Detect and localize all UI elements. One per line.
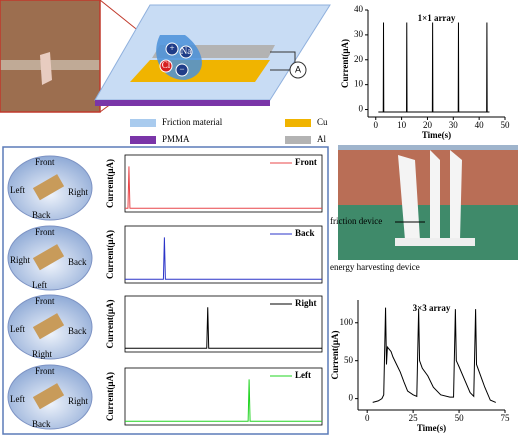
plot-frame [124, 367, 323, 426]
bowl-label: Left [10, 394, 25, 404]
bowl-label: Back [68, 326, 87, 336]
x-tick-label: 0 [365, 413, 370, 423]
y-axis-label: Current(μA) [105, 230, 115, 279]
ion-label: + [169, 43, 174, 53]
y-tick-label: 20 [354, 54, 364, 64]
bowl-label: Right [68, 396, 89, 406]
legend-label: Left [295, 370, 311, 380]
legend-label: Right [295, 298, 317, 308]
ion [159, 59, 173, 73]
y-tick-label: 0 [349, 393, 354, 403]
line [372, 307, 497, 403]
x-tick-label: 50 [501, 120, 511, 130]
y-tick-label: 30 [354, 29, 364, 39]
panel-frame [2, 146, 329, 435]
plot-frame [124, 225, 323, 284]
y-tick-label: 10 [354, 79, 364, 89]
bowl-label: Back [32, 419, 51, 429]
legend-label: Back [295, 228, 315, 238]
ion-label: Cl [162, 60, 171, 70]
bowl-label: Left [32, 280, 47, 290]
line [125, 166, 322, 209]
line [378, 22, 490, 113]
plot-frame [124, 154, 323, 213]
photo-frame [0, 0, 101, 113]
y-tick-label: 100 [340, 317, 354, 327]
ion [165, 42, 179, 56]
legend-label: Cu [317, 117, 328, 127]
y-tick-label: 50 [344, 355, 354, 365]
x-tick-label: 20 [423, 120, 433, 130]
bowl-label: Front [35, 296, 55, 306]
bowl-label: Right [68, 187, 89, 197]
x-tick-label: 10 [397, 120, 407, 130]
x-tick-label: 0 [374, 120, 379, 130]
legend-swatch [285, 136, 311, 144]
bowl-label: Left [10, 185, 25, 195]
legend-label: PMMA [162, 134, 190, 144]
bowl-label: Left [10, 324, 25, 334]
x-tick-label: 30 [449, 120, 459, 130]
bowl-label: Right [10, 255, 31, 265]
photo-building [338, 150, 518, 205]
photo-ground [338, 205, 518, 260]
ion-label: Na [181, 46, 192, 56]
x-axis-label: Time(s) [422, 130, 451, 140]
y-axis-label: Current(μA) [105, 300, 115, 349]
x-tick-label: 25 [409, 413, 419, 423]
line [125, 307, 322, 349]
y-tick-label: 40 [354, 4, 364, 14]
x-tick-label: 75 [501, 413, 511, 423]
bowl-label: Right [32, 349, 53, 359]
y-axis-label: Current(μA) [330, 331, 340, 380]
bowl-sensor [32, 244, 65, 271]
photo-label: energy harvesting device [330, 262, 420, 272]
bowl-sensor [32, 383, 65, 410]
line [125, 237, 322, 280]
chart-title: 3×3 array [413, 303, 451, 313]
bowl-label: Front [35, 157, 55, 167]
x-tick-label: 50 [455, 413, 465, 423]
wire [270, 51, 296, 71]
x-tick-label: 40 [475, 120, 485, 130]
ion-label: − [179, 64, 184, 74]
y-tick-label: 0 [359, 104, 364, 114]
legend-swatch [130, 119, 156, 127]
legend-label: Front [295, 157, 317, 167]
y-axis-label: Current(μA) [105, 159, 115, 208]
legend-swatch [285, 119, 311, 127]
legend-swatch [130, 136, 156, 144]
photo-droplet [40, 52, 52, 85]
bowl-sensor [32, 313, 65, 340]
bowl-label: Front [35, 227, 55, 237]
photo-device [398, 150, 462, 240]
y-axis-label: Current(μA) [105, 372, 115, 421]
line [125, 379, 322, 422]
bowl-label: Back [68, 257, 87, 267]
x-axis-label: Time(s) [417, 423, 446, 433]
bowl-label: Back [32, 210, 51, 220]
ammeter [289, 61, 307, 79]
photo-base [395, 238, 475, 246]
legend-label: Friction material [162, 117, 223, 127]
ion [175, 63, 189, 77]
legend-label: Al [317, 134, 326, 144]
bowl-label: Front [35, 366, 55, 376]
plot-frame [124, 295, 323, 353]
y-axis-label: Current(μA) [340, 39, 350, 88]
ion [179, 45, 193, 59]
bowl-sensor [32, 174, 65, 201]
chart-title: 1×1 array [418, 13, 456, 23]
ammeter-label: A [295, 64, 301, 74]
pmma-layer [95, 100, 270, 106]
photo-label: friction device [330, 216, 382, 226]
